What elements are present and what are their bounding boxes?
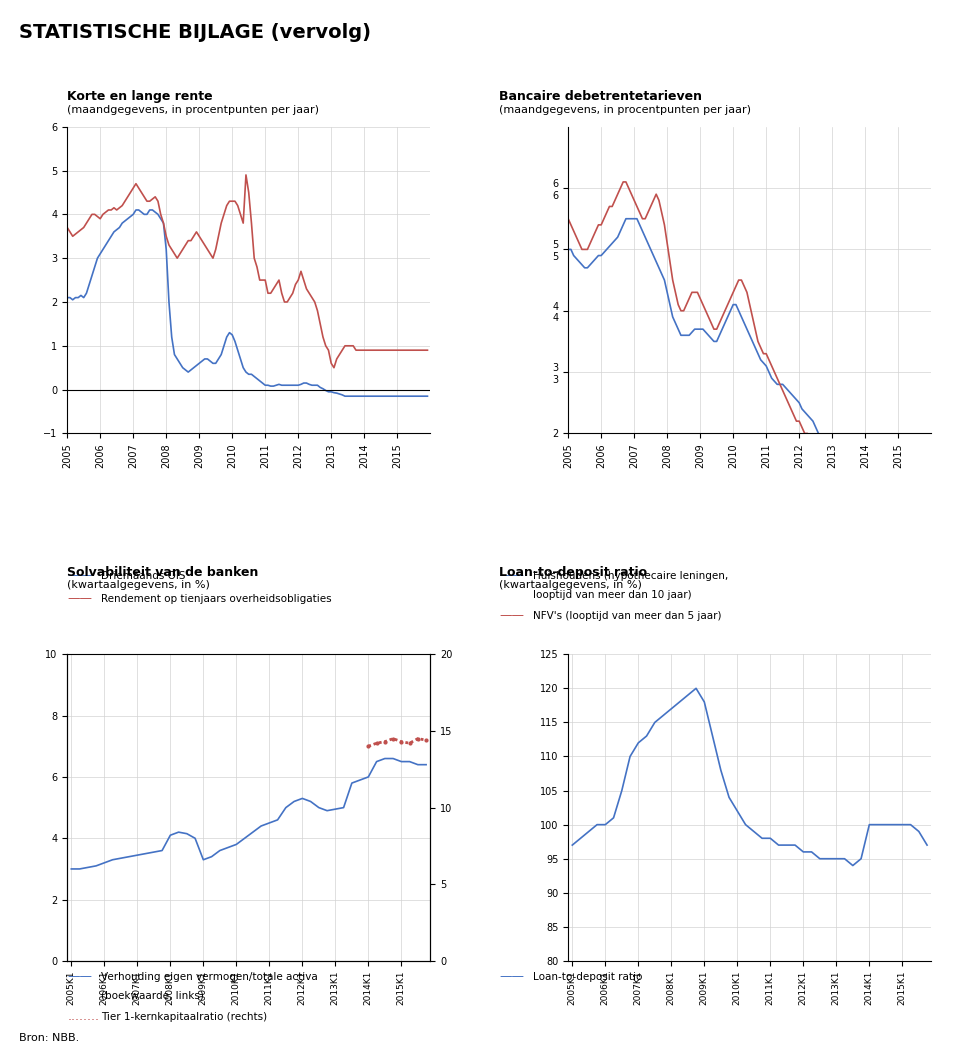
Text: Loan-to-deposit ratio: Loan-to-deposit ratio [533, 972, 642, 982]
Text: ——: —— [499, 569, 524, 582]
Text: STATISTISCHE BIJLAGE (vervolg): STATISTISCHE BIJLAGE (vervolg) [19, 23, 372, 42]
Text: (kwartaalgegevens, in %): (kwartaalgegevens, in %) [67, 580, 210, 590]
Text: (kwartaalgegevens, in %): (kwartaalgegevens, in %) [499, 580, 642, 590]
Text: Tier 1-kernkapitaalratio (rechts): Tier 1-kernkapitaalratio (rechts) [101, 1012, 267, 1022]
Text: ——: —— [67, 970, 92, 983]
Text: looptijd van meer dan 10 jaar): looptijd van meer dan 10 jaar) [533, 589, 691, 600]
Text: ——: —— [67, 569, 92, 582]
Text: Bron: NBB.: Bron: NBB. [19, 1034, 80, 1043]
Text: Korte en lange rente: Korte en lange rente [67, 91, 213, 103]
Text: Huishoudens (hypothecaire leningen,: Huishoudens (hypothecaire leningen, [533, 570, 728, 581]
Text: ——: —— [499, 970, 524, 983]
Text: Solvabiliteit van de banken: Solvabiliteit van de banken [67, 566, 258, 579]
Text: Verhouding eigen vermogen/totale activa: Verhouding eigen vermogen/totale activa [101, 972, 318, 982]
Text: ——: —— [67, 592, 92, 605]
Text: ——: —— [499, 609, 524, 622]
Text: (maandgegevens, in procentpunten per jaar): (maandgegevens, in procentpunten per jaa… [67, 105, 319, 115]
Text: Rendement op tienjaars overheidsobligaties: Rendement op tienjaars overheidsobligati… [101, 593, 331, 604]
Text: (maandgegevens, in procentpunten per jaar): (maandgegevens, in procentpunten per jaa… [499, 105, 752, 115]
Text: NFV's (looptijd van meer dan 5 jaar): NFV's (looptijd van meer dan 5 jaar) [533, 610, 721, 621]
Text: Loan-to-deposit ratio: Loan-to-deposit ratio [499, 566, 647, 579]
Text: ........: ........ [67, 1011, 99, 1023]
Text: Bancaire debetrentetarieven: Bancaire debetrentetarieven [499, 91, 702, 103]
Text: (boekwaarde, links): (boekwaarde, links) [101, 991, 204, 1001]
Text: Driemaands OIS: Driemaands OIS [101, 570, 185, 581]
